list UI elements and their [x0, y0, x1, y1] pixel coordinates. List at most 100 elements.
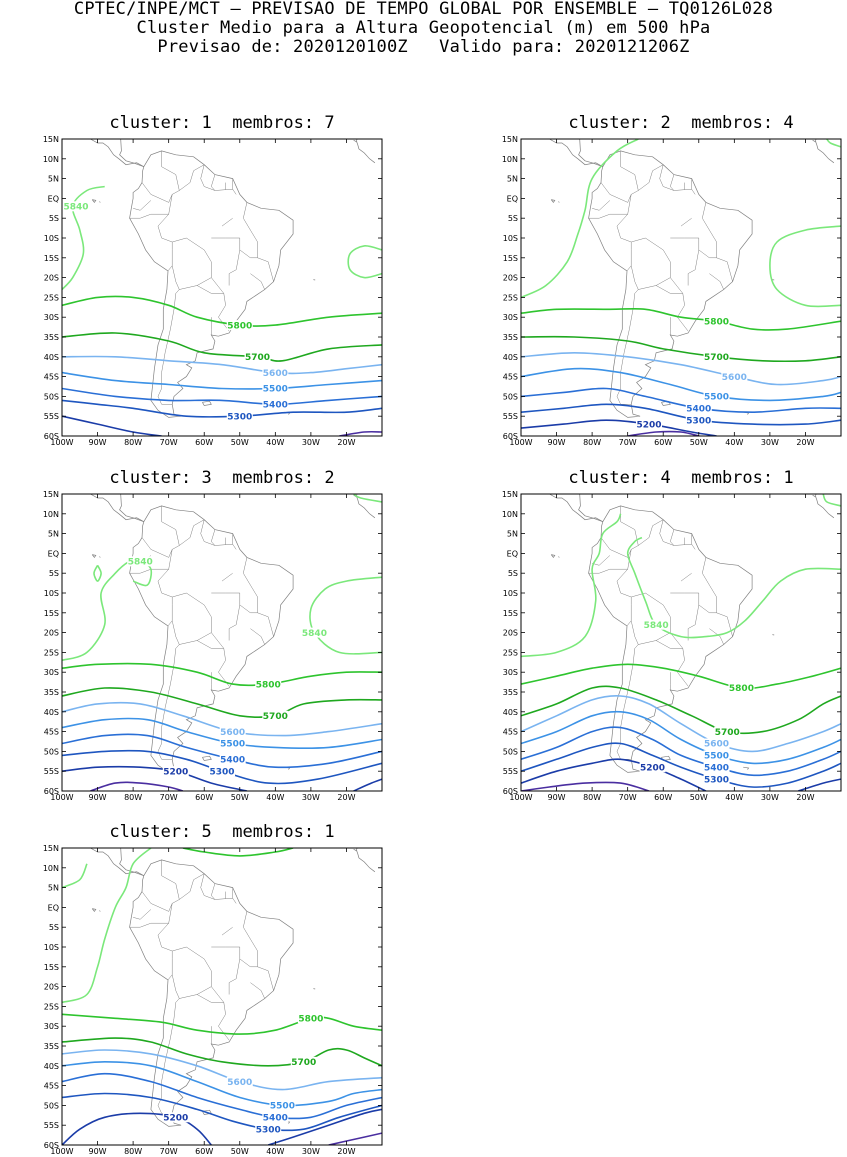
coastline-central-america: [549, 139, 603, 168]
lat-tick-label: 10S: [503, 234, 518, 243]
panel-title: cluster: 3 membros: 2: [42, 468, 402, 488]
country-border: [141, 182, 173, 203]
lon-tick-label: 90W: [89, 793, 107, 802]
lat-tick-label: 40S: [44, 353, 59, 362]
contour-label: 5600: [722, 373, 747, 383]
lat-tick-label: 15S: [44, 254, 59, 263]
lon-tick-label: 100W: [509, 438, 532, 447]
lat-tick-label: 50S: [503, 747, 518, 756]
lon-tick-label: 30W: [761, 438, 779, 447]
contour-label: 5700: [291, 1058, 316, 1068]
panel-title-members: membros: 2: [232, 468, 335, 488]
contour-5400: [62, 387, 382, 406]
country-border: [250, 628, 265, 645]
contour-5400: [521, 387, 841, 414]
country-border: [691, 544, 696, 550]
contour-5500: [62, 371, 382, 390]
lat-tick-label: 55S: [44, 412, 59, 421]
lon-tick-label: 50W: [231, 438, 249, 447]
lat-tick-label: 40S: [503, 708, 518, 717]
contour-label: 5600: [263, 369, 288, 379]
lat-tick-label: 55S: [44, 1121, 59, 1130]
country-border: [141, 537, 173, 558]
country-border: [167, 242, 173, 272]
lon-tick-label: 80W: [124, 438, 142, 447]
contour-5400: [62, 733, 382, 769]
country-border: [232, 898, 237, 904]
island: [99, 910, 101, 912]
contour-5840: [626, 536, 841, 639]
contour-5200: [62, 415, 162, 436]
lon-tick-label: 90W: [548, 793, 566, 802]
country-border: [243, 557, 258, 613]
lat-tick-label: 20S: [503, 629, 518, 638]
lat-tick-label: 35S: [503, 333, 518, 342]
contour-5840: [521, 513, 622, 658]
country-border: [616, 164, 689, 332]
lat-tick-label: 45S: [503, 728, 518, 737]
lat-tick-label: 10S: [44, 234, 59, 243]
contour-5700: [62, 687, 382, 719]
lat-tick-label: 15N: [502, 490, 518, 499]
lat-tick-label: 5N: [48, 884, 59, 893]
country-border: [626, 242, 632, 272]
lon-tick-label: 50W: [231, 1147, 249, 1156]
country-border: [702, 202, 717, 258]
contour-label: 5400: [686, 404, 711, 414]
lat-tick-label: EQ: [507, 549, 518, 558]
lat-tick-label: 50S: [44, 392, 59, 401]
panel-title-cluster: cluster: 2: [568, 113, 671, 133]
island: [99, 201, 101, 203]
lon-tick-label: 70W: [160, 438, 178, 447]
country-border: [141, 891, 173, 912]
country-border: [171, 620, 212, 645]
lon-tick-label: 70W: [160, 793, 178, 802]
country-border: [716, 257, 733, 282]
contour-5500: [521, 367, 841, 402]
contour-label: 5300: [227, 412, 252, 422]
country-border: [200, 873, 215, 900]
lon-tick-label: 20W: [337, 793, 355, 802]
contour-5800: [182, 848, 294, 857]
lat-tick-label: 15S: [44, 963, 59, 972]
country-border: [616, 519, 689, 687]
contour-5300: [521, 742, 841, 788]
country-border: [221, 926, 233, 936]
contour-5200: [521, 758, 707, 791]
country-border: [211, 174, 233, 191]
map-frame: [520, 138, 842, 437]
lon-tick-label: 40W: [266, 438, 284, 447]
country-border: [161, 150, 180, 191]
contour-label: 5600: [704, 740, 729, 750]
contour-5600: [521, 351, 841, 386]
island: [91, 554, 97, 558]
contour-5100: [627, 430, 699, 436]
lon-tick-label: 20W: [796, 793, 814, 802]
contour-label: 5800: [729, 684, 754, 694]
contour-5700: [62, 332, 382, 362]
contour-5100: [339, 430, 382, 436]
header-line-3: Previsao de: 2020120100Z Valido para: 20…: [157, 37, 690, 57]
panel-title-cluster: cluster: 4: [568, 468, 671, 488]
contour-5200: [62, 1112, 212, 1145]
contour-label: 5840: [63, 203, 88, 213]
lat-tick-label: 45S: [44, 373, 59, 382]
contour-5200: [353, 778, 382, 791]
contour-label: 5800: [227, 321, 252, 331]
country-border: [167, 951, 173, 981]
lat-tick-label: 25S: [44, 1002, 59, 1011]
contour-5840: [93, 564, 102, 582]
lat-tick-label: 5S: [49, 569, 59, 578]
coastline: [588, 150, 753, 418]
contour-5840: [769, 225, 841, 308]
lat-tick-label: 25S: [503, 293, 518, 302]
country-border: [221, 217, 233, 227]
contour-5840: [62, 185, 105, 291]
lat-tick-label: 25S: [503, 648, 518, 657]
lat-tick-label: 5S: [508, 569, 518, 578]
coastline: [588, 505, 753, 773]
country-border: [157, 998, 180, 1114]
lon-tick-label: 90W: [89, 438, 107, 447]
lon-tick-label: 40W: [266, 1147, 284, 1156]
